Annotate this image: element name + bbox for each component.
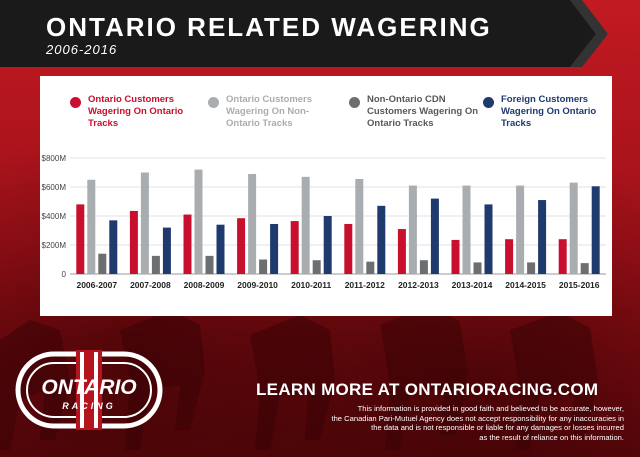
bar: [290, 221, 299, 274]
chart-panel: Ontario Customers Wagering On Ontario Tr…: [40, 76, 612, 316]
x-tick-label: 2009-2010: [237, 280, 278, 290]
bar: [87, 179, 96, 274]
legend-label: Ontario Customers Wagering On Ontario Tr…: [88, 94, 184, 129]
bar: [419, 260, 428, 274]
bar: [538, 200, 547, 274]
legend-label: Foreign Customers Wagering On Ontario Tr…: [501, 94, 597, 129]
bar: [451, 239, 460, 274]
x-tick-label: 2013-2014: [452, 280, 493, 290]
bar: [194, 169, 203, 274]
bar: [301, 176, 310, 274]
bar: [237, 218, 246, 274]
bar: [183, 214, 192, 274]
x-tick-label: 2011-2012: [345, 280, 385, 290]
bar: [129, 210, 138, 274]
legend-swatch-navy: [483, 97, 494, 108]
legend-swatch-red: [70, 97, 81, 108]
bar: [591, 186, 600, 274]
page-title: ONTARIO RELATED WAGERING: [46, 12, 492, 42]
ontario-racing-logo: ONTARIO RACING: [15, 350, 163, 430]
bar: [76, 204, 85, 274]
bar: [516, 185, 525, 274]
y-tick-label: $400M: [42, 212, 67, 221]
legend-swatch-light-grey: [208, 97, 219, 108]
y-tick-label: $200M: [42, 241, 67, 250]
bar: [505, 239, 514, 274]
legend-label: Non-Ontario CDN Customers Wagering On On…: [367, 94, 479, 129]
bar: [462, 185, 471, 274]
bar: [377, 205, 386, 274]
bar: [312, 260, 321, 274]
bar: [98, 253, 107, 274]
banner-shape: [0, 0, 608, 67]
logo-wordmark: ONTARIO: [41, 376, 136, 399]
x-tick-label: 2014-2015: [505, 280, 546, 290]
bar: [430, 198, 439, 274]
bar-chart: 0 $200M $400M $600M $800M 2006-2007 2007-2008 2…: [42, 154, 606, 290]
learn-more-link[interactable]: LEARN MORE AT ONTARIORACING.COM: [256, 380, 599, 399]
x-tick-label: 2007-2008: [130, 280, 171, 290]
bar: [140, 172, 149, 274]
disclaimer-line: the Canadian Pari-Mutuel Agency does not…: [331, 413, 624, 423]
bar: [259, 259, 268, 274]
bar: [408, 185, 417, 274]
x-tick-label: 2010-2011: [291, 280, 331, 290]
bar: [580, 263, 589, 274]
x-tick-label: 2006-2007: [76, 280, 117, 290]
bar: [216, 224, 225, 274]
bar: [248, 173, 257, 274]
bar: [473, 262, 482, 274]
title-banner: ONTARIO RELATED WAGERING 2006-2016: [0, 0, 640, 67]
bar: [205, 255, 214, 274]
bar: [558, 239, 567, 274]
racing-horses-silhouette: [0, 305, 598, 450]
x-tick-label: 2015-2016: [559, 280, 600, 290]
bar: [366, 261, 375, 274]
y-tick-label: $800M: [42, 154, 67, 163]
bar: [484, 204, 493, 274]
bar: [109, 220, 118, 274]
page-subtitle: 2006-2016: [46, 42, 118, 57]
bar: [323, 216, 332, 274]
disclaimer-line: the data and is not responsible or liabl…: [371, 423, 624, 433]
disclaimer-line: This information is provided in good fai…: [357, 404, 624, 413]
bar: [527, 262, 536, 274]
bar: [344, 223, 353, 274]
disclaimer-line: as the result of reliance on this inform…: [479, 432, 624, 442]
bar: [355, 179, 364, 274]
bar: [162, 227, 171, 274]
bar: [569, 182, 578, 274]
x-tick-label: 2008-2009: [184, 280, 225, 290]
legend-swatch-dark-grey: [349, 97, 360, 108]
bar: [151, 255, 160, 274]
bar: [270, 223, 279, 274]
logo-subword: RACING: [62, 401, 116, 411]
legend-label: Ontario Customers Wagering On Non-Ontari…: [226, 94, 313, 129]
bar: [397, 229, 406, 274]
disclaimer: This information is provided in good fai…: [262, 404, 624, 442]
x-tick-label: 2012-2013: [398, 280, 439, 290]
y-tick-label: 0: [62, 270, 67, 279]
y-tick-label: $600M: [42, 183, 67, 192]
